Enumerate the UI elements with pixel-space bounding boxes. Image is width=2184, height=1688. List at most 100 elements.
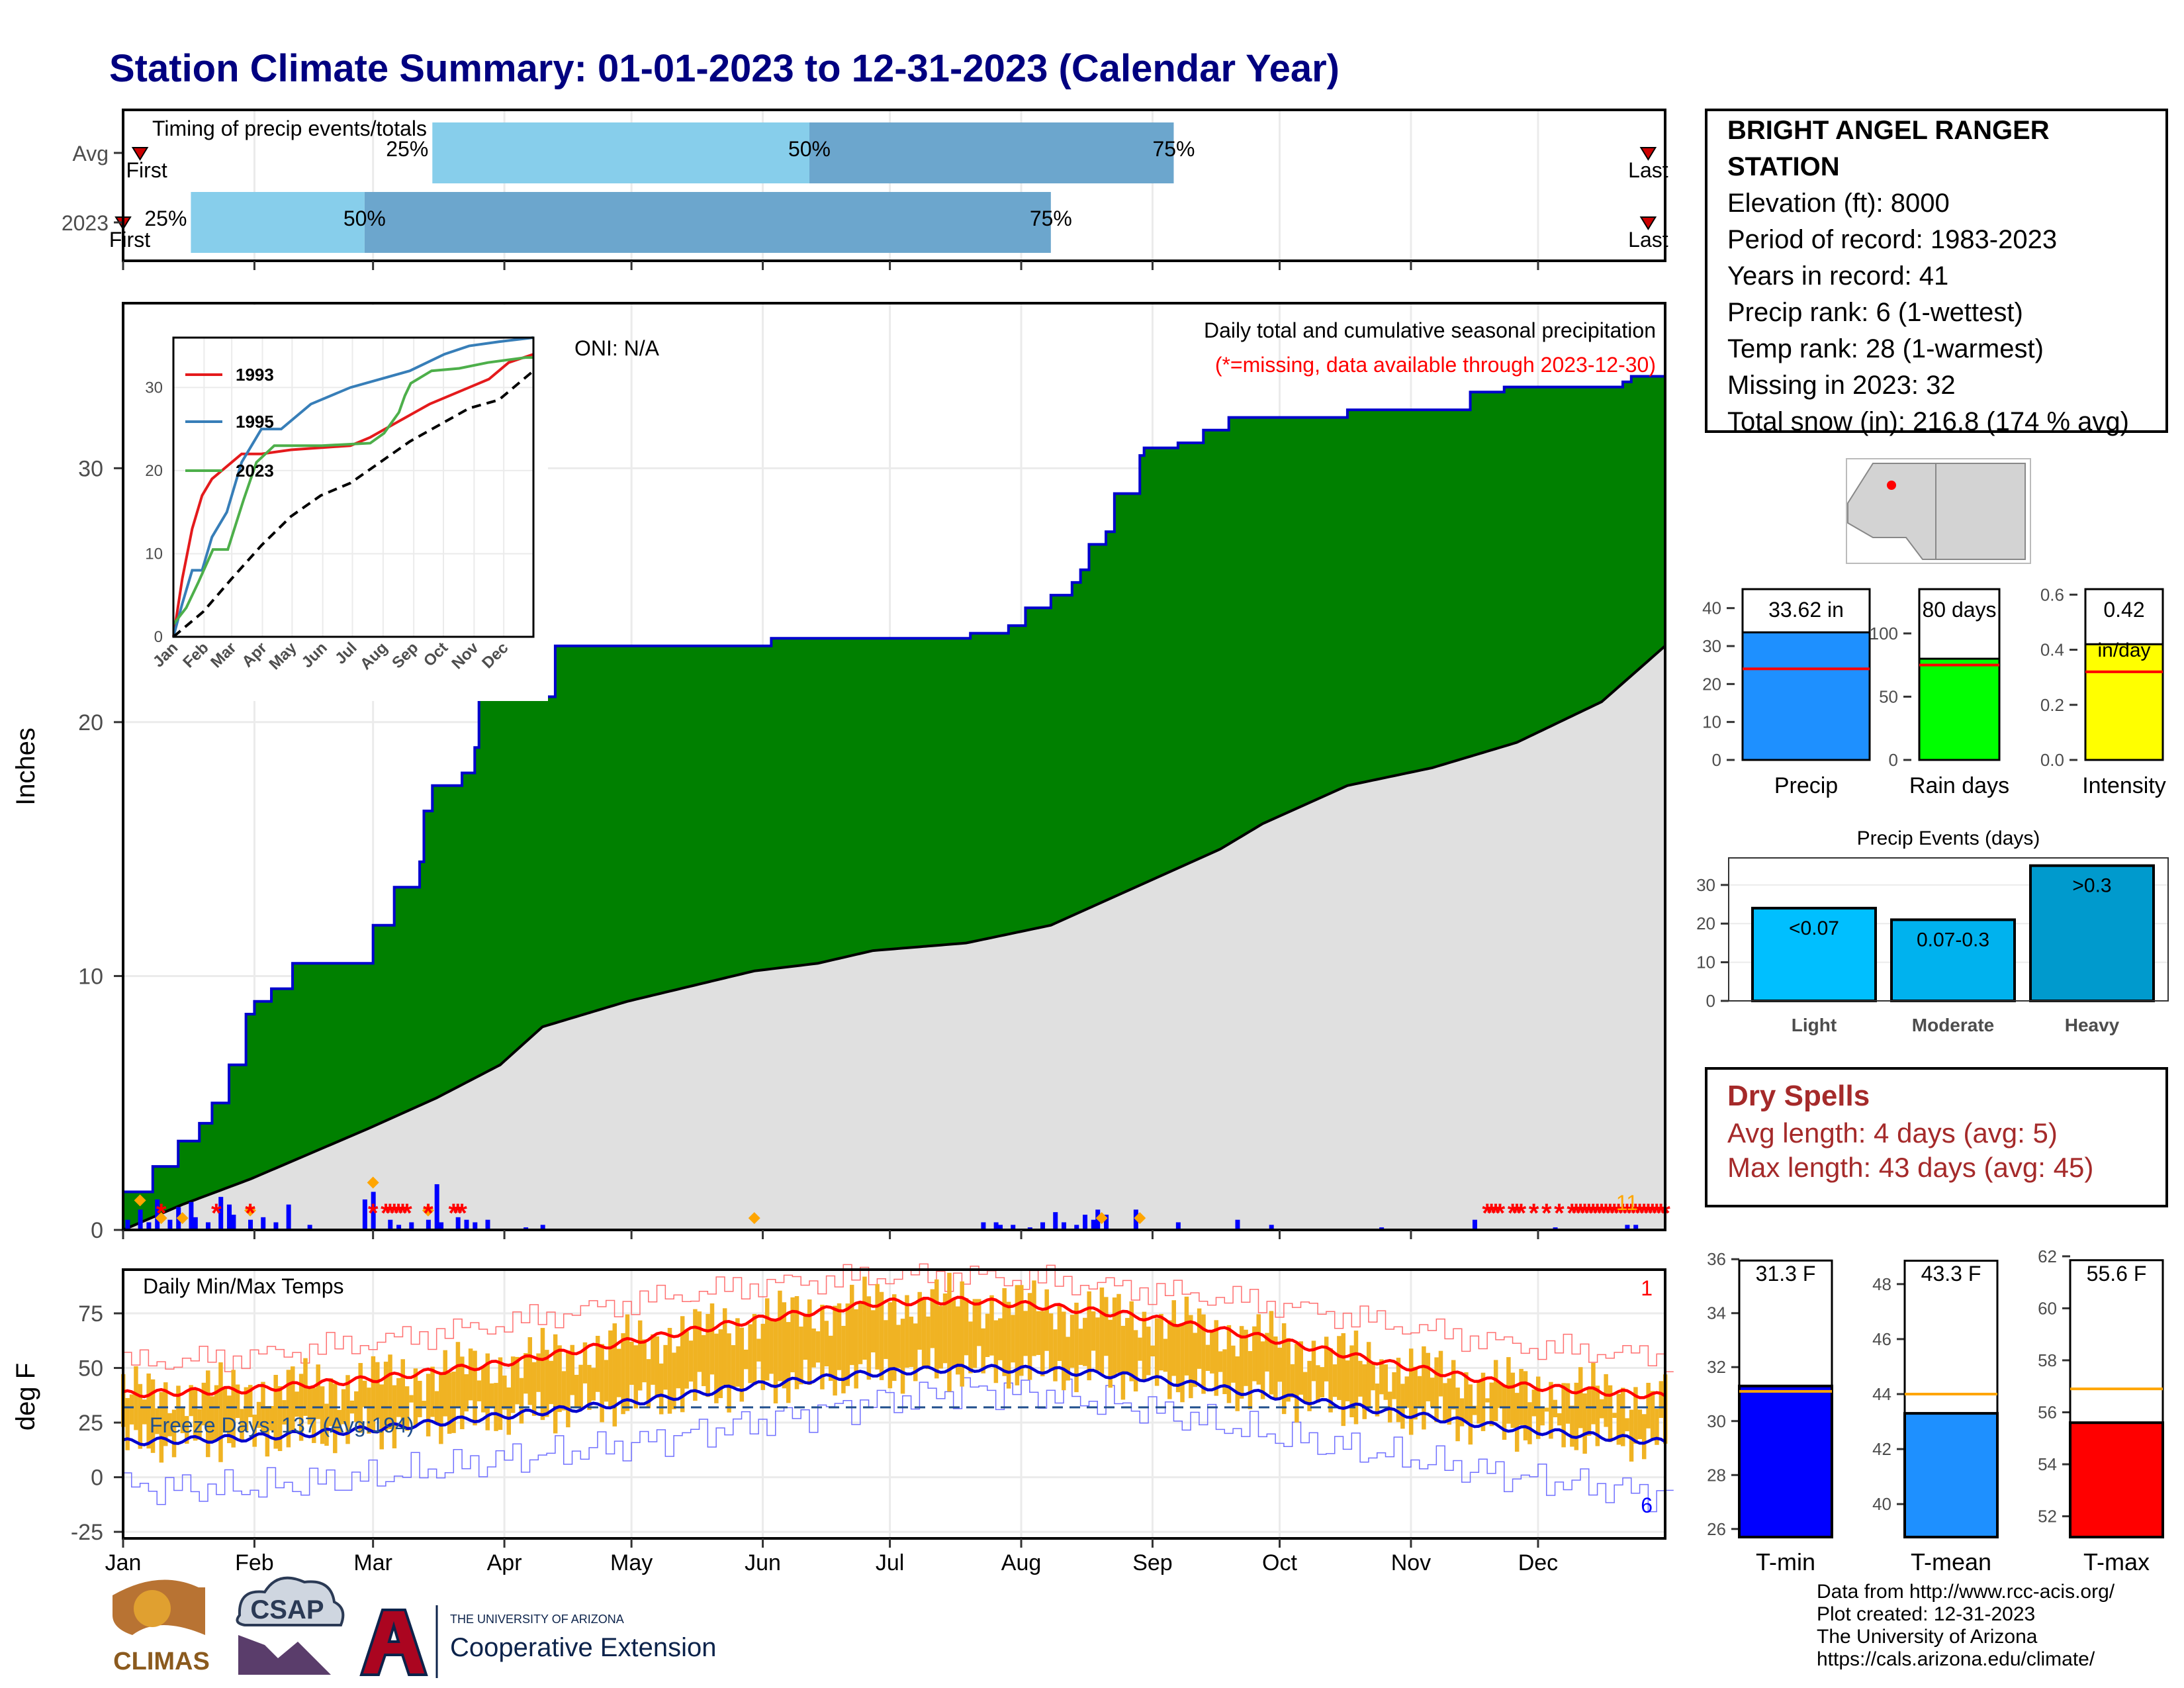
daily-temp-bar	[1184, 1296, 1189, 1376]
daily-temp-bar	[870, 1310, 876, 1352]
daily-temp-bar	[811, 1328, 816, 1368]
daily-temp-bar	[1226, 1325, 1232, 1403]
events-y-tick-label: 30	[1696, 875, 1715, 895]
mini-value-label-precip: 33.62 in	[1768, 598, 1844, 622]
daily-temp-bar	[1328, 1348, 1333, 1413]
temp-summary-y-tick-label: 42	[1872, 1439, 1891, 1459]
missing-marker: *	[1567, 1199, 1577, 1228]
daily-temp-bar	[222, 1387, 228, 1433]
daily-temp-bar	[392, 1385, 397, 1448]
missing-marker: *	[245, 1199, 255, 1228]
daily-temp-bar	[676, 1346, 681, 1389]
daily-temp-bar	[1519, 1368, 1524, 1425]
snow-marker	[176, 1212, 189, 1225]
daily-temp-bar	[964, 1298, 969, 1356]
daily-temp-bar	[1193, 1333, 1197, 1387]
daily-temp-bar	[1358, 1360, 1363, 1397]
daily-temp-bar	[1383, 1364, 1388, 1400]
daily-temp-bar	[1506, 1357, 1511, 1424]
daily-temp-bar	[1341, 1333, 1346, 1427]
daily-temp-bar	[849, 1284, 854, 1366]
daily-precip-bar	[1175, 1222, 1181, 1230]
daily-temp-bar	[1604, 1374, 1608, 1427]
timing-label-75: 75%	[1030, 207, 1072, 230]
temp-summary-y-tick-label: 44	[1872, 1384, 1891, 1404]
daily-temp-bar	[921, 1297, 927, 1367]
daily-temp-bar	[1637, 1409, 1643, 1439]
daily-temp-bar	[1125, 1317, 1130, 1374]
mini-y-tick-label: 0	[1889, 750, 1898, 770]
daily-temp-bar	[489, 1383, 494, 1407]
missing-marker: *	[1516, 1199, 1527, 1228]
daily-temp-bar	[189, 1385, 193, 1417]
daily-temp-bar	[1324, 1336, 1329, 1382]
daily-precip-bar	[1235, 1219, 1240, 1230]
daily-temp-bar	[418, 1380, 422, 1417]
daily-temp-bar	[1502, 1385, 1507, 1440]
daily-temp-bar	[1214, 1320, 1218, 1396]
daily-temp-bar	[1659, 1381, 1664, 1419]
daily-temp-bar	[612, 1323, 617, 1427]
daily-temp-bar	[773, 1321, 778, 1404]
daily-temp-bar	[896, 1325, 901, 1368]
daily-temp-bar	[1641, 1414, 1647, 1460]
daily-temp-bar	[1087, 1291, 1091, 1381]
missing-marker: *	[1622, 1199, 1633, 1228]
daily-temp-bar	[464, 1374, 469, 1412]
daily-temp-bar	[926, 1316, 931, 1370]
daily-precip-bar	[193, 1217, 198, 1230]
cum-avg-line	[122, 645, 1666, 1231]
daily-temp-bar	[206, 1370, 210, 1458]
temp-summary-y-tick-label: 46	[1872, 1329, 1891, 1349]
daily-temp-bar	[1286, 1338, 1291, 1402]
daily-temp-bar	[718, 1329, 723, 1399]
missing-marker: *	[1571, 1199, 1582, 1228]
daily-temp-bar	[985, 1313, 990, 1358]
missing-count: 11	[1616, 1191, 1638, 1215]
daily-temp-bar	[1222, 1349, 1227, 1395]
inset-legend-label: 2023	[236, 461, 274, 481]
daily-temp-bar	[185, 1416, 189, 1444]
daily-temp-bar	[362, 1380, 367, 1407]
daily-precip-bar	[1633, 1225, 1639, 1230]
daily-temp-bar	[1175, 1325, 1181, 1393]
daily-temp-bar	[295, 1391, 299, 1417]
daily-temp-bar	[1066, 1336, 1070, 1381]
daily-temp-bar	[637, 1320, 643, 1391]
daily-temp-bar	[1015, 1285, 1020, 1385]
timing-label-25: 25%	[386, 137, 428, 161]
daily-temp-bar	[468, 1348, 473, 1401]
daily-temp-bar	[430, 1366, 435, 1417]
daily-temp-bar	[159, 1391, 164, 1463]
month-label: Nov	[1391, 1550, 1431, 1575]
daily-temp-bar	[989, 1295, 994, 1356]
daily-temp-bar	[1044, 1289, 1049, 1351]
missing-marker: *	[1656, 1199, 1666, 1228]
month-label: Mar	[353, 1550, 392, 1575]
timing-last-marker	[1639, 216, 1657, 230]
daily-temp-bar	[1197, 1308, 1202, 1369]
daily-temp-bar	[426, 1374, 431, 1436]
missing-marker: *	[1584, 1199, 1594, 1228]
snow-marker	[155, 1212, 167, 1225]
daily-temp-bar	[358, 1363, 363, 1433]
daily-temp-bar	[1048, 1313, 1054, 1371]
climas-logo-text: CLIMAS	[113, 1648, 210, 1675]
daily-precip-bar	[540, 1225, 545, 1230]
daily-precip-bar	[231, 1214, 236, 1230]
timing-title: Timing of precip events/totals	[152, 117, 427, 140]
daily-precip-bar	[409, 1222, 414, 1230]
daily-precip-bar	[1269, 1225, 1274, 1230]
inset-legend-label: 1995	[236, 412, 274, 432]
mini-y-tick-label: 0	[1712, 750, 1721, 770]
daily-temp-bar	[1163, 1338, 1168, 1372]
daily-temp-bar	[616, 1348, 621, 1397]
daily-temp-bar	[1616, 1393, 1621, 1445]
daily-temp-bar	[951, 1299, 956, 1368]
daily-temp-bar	[1129, 1301, 1134, 1382]
temp-y-tick-label: 75	[78, 1301, 103, 1327]
daily-temp-bar	[731, 1345, 736, 1389]
daily-temp-bar	[752, 1313, 757, 1385]
daily-temp-bar	[930, 1289, 935, 1348]
daily-precip-bar	[1625, 1225, 1630, 1230]
